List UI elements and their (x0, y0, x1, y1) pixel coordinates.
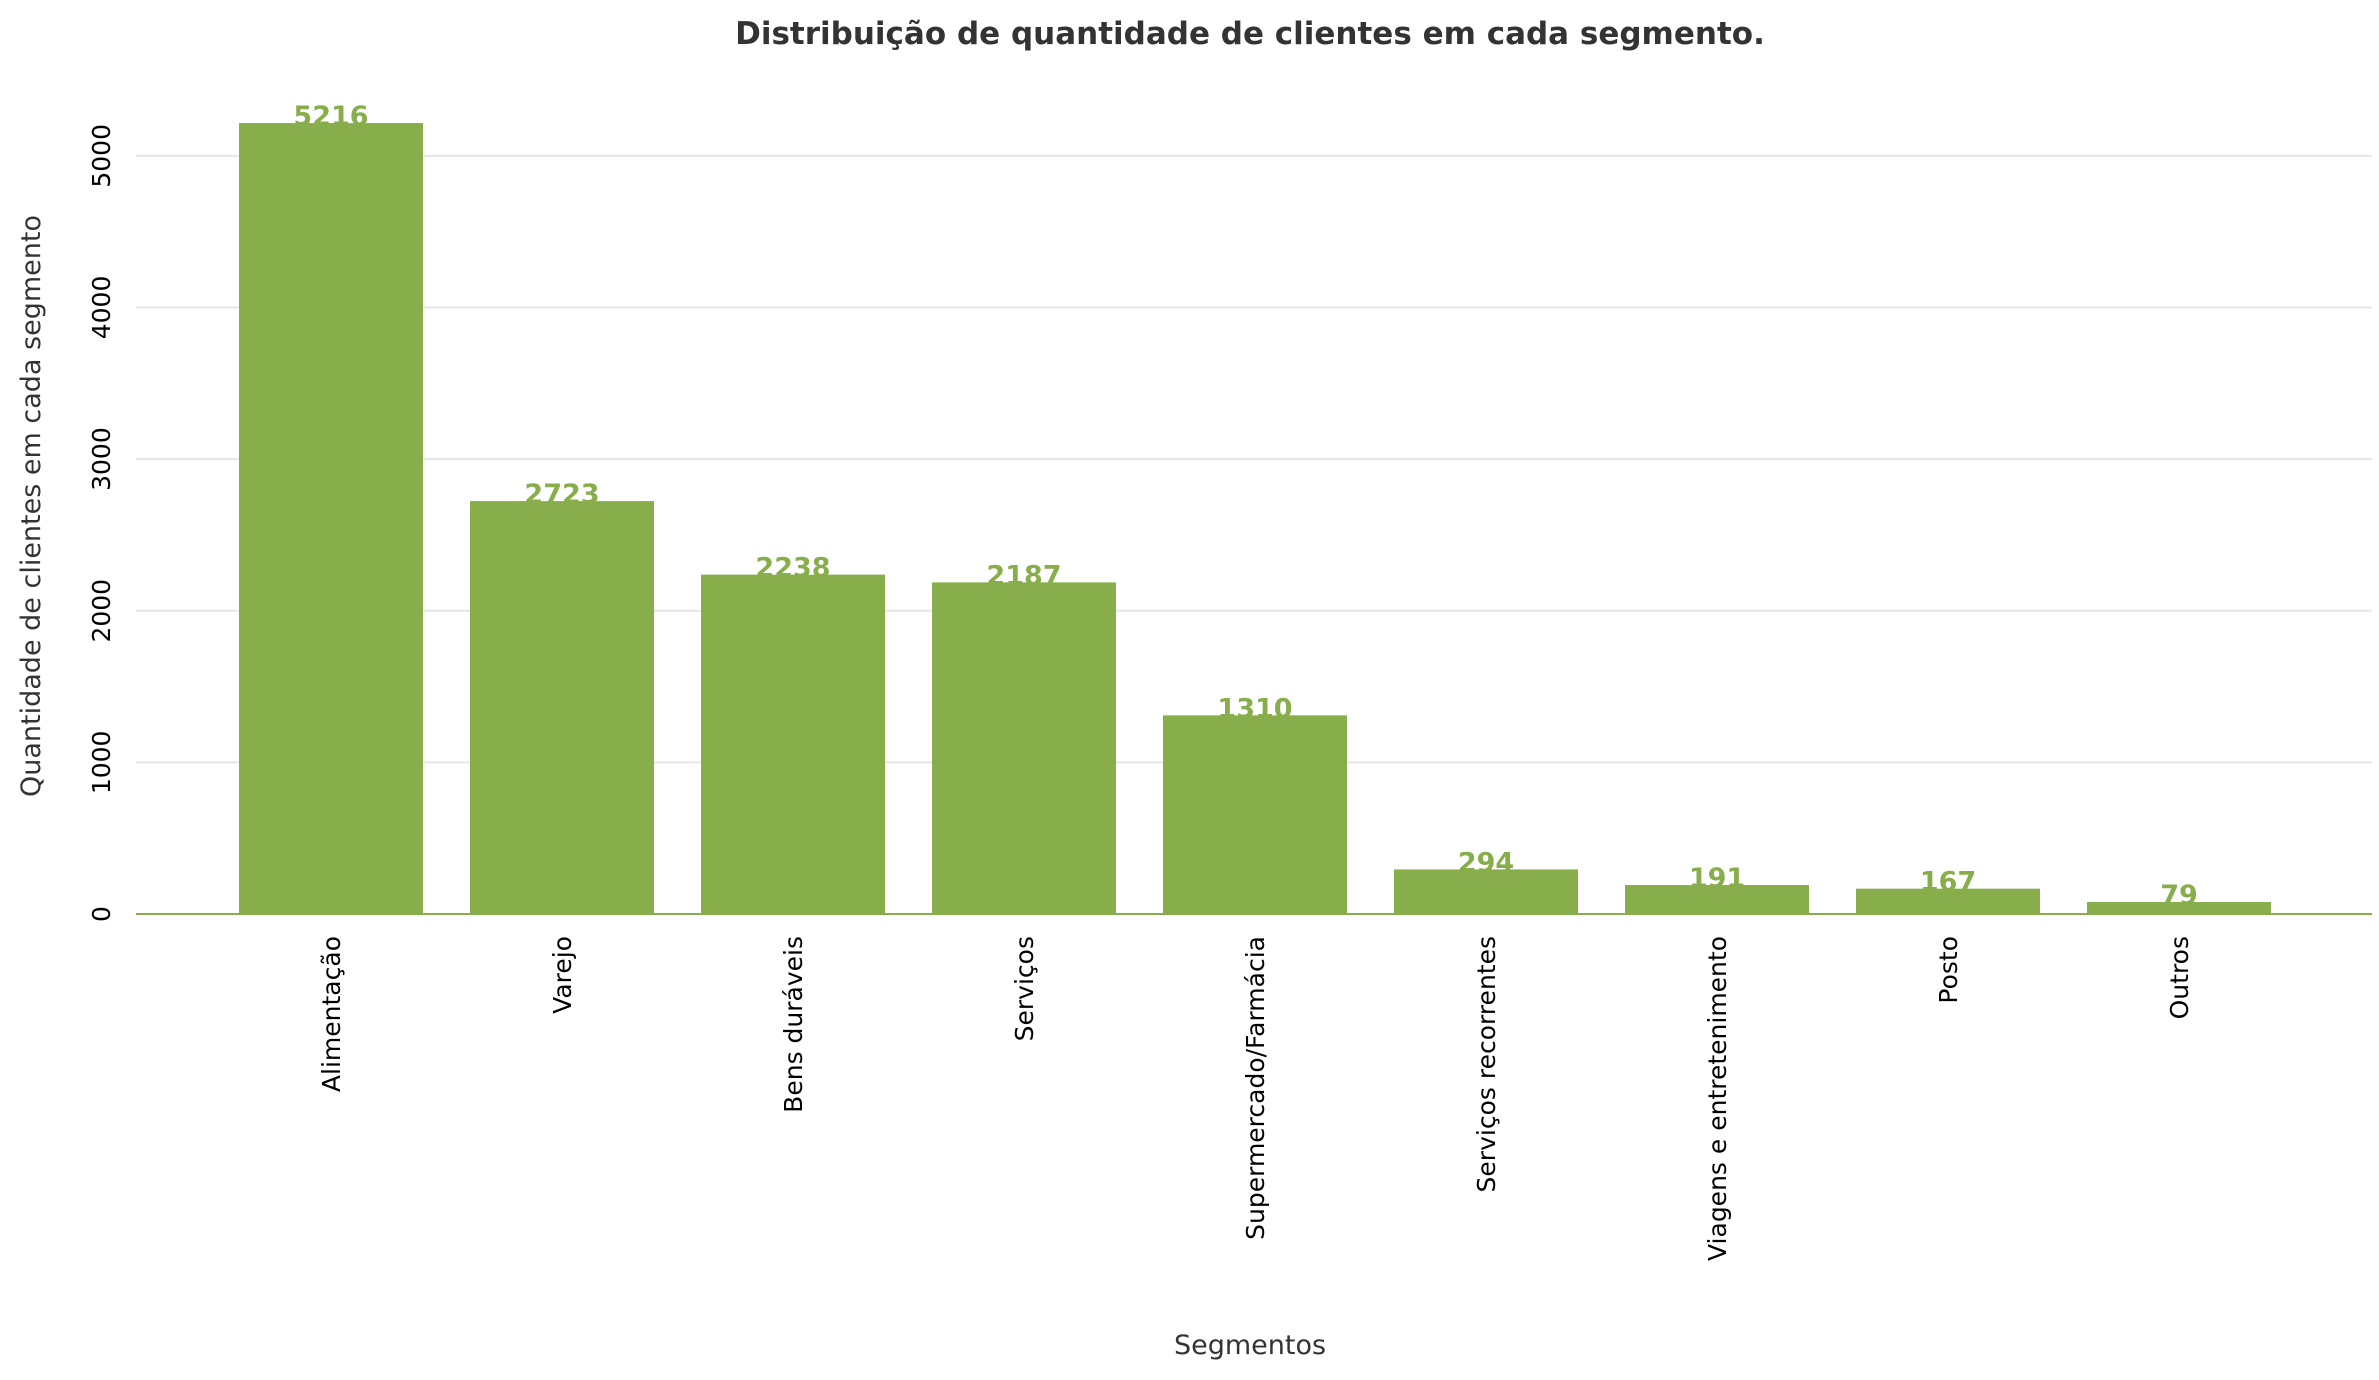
bars (239, 123, 2271, 915)
bar (1856, 888, 2040, 914)
y-tick-label: 1000 (87, 731, 116, 795)
data-label: 2238 (755, 553, 830, 584)
data-label: 167 (1920, 867, 1976, 898)
y-axis-label: Quantidade de clientes em cada segmento (16, 215, 47, 797)
y-tick-label: 0 (87, 906, 116, 922)
bar (1163, 715, 1347, 914)
x-tick-label: Alimentação (317, 936, 346, 1092)
x-tick-label: Serviços recorrentes (1472, 936, 1501, 1192)
bar (1625, 885, 1809, 914)
x-tick-labels: Alimentação Varejo Bens duráveis Serviços Su… (317, 936, 2194, 1261)
y-tick-label: 3000 (87, 427, 116, 491)
data-labels: 5216 2723 2238 2187 1310 294 191 167 79 (293, 101, 2197, 911)
x-tick-label: Outros (2165, 936, 2194, 1019)
y-tick-label: 5000 (87, 124, 116, 188)
bar (2087, 902, 2271, 914)
x-tick-label: Viagens e entretenimento (1703, 936, 1732, 1261)
chart-title: Distribuição de quantidade de clientes e… (735, 16, 1765, 52)
data-label: 191 (1689, 863, 1745, 894)
x-tick-label: Supermercado/Farmácia (1241, 936, 1270, 1240)
data-label: 1310 (1217, 693, 1292, 724)
y-tick-label: 4000 (87, 276, 116, 340)
x-tick-label: Posto (1934, 936, 1963, 1004)
bar (932, 582, 1116, 914)
bar (470, 501, 654, 914)
data-label: 5216 (293, 101, 368, 132)
x-tick-label: Serviços (1010, 936, 1039, 1041)
data-label: 294 (1458, 847, 1514, 878)
data-label: 2723 (524, 479, 599, 510)
data-label: 2187 (986, 560, 1061, 591)
bar (1394, 869, 1578, 914)
y-tick-labels: 0 1000 2000 3000 4000 5000 (87, 124, 116, 922)
x-tick-label: Bens duráveis (779, 936, 808, 1113)
x-tick-label: Varejo (548, 936, 577, 1014)
bar (701, 574, 885, 914)
y-tick-label: 2000 (87, 579, 116, 643)
bar (239, 123, 423, 915)
x-axis-label: Segmentos (1174, 1330, 1326, 1361)
data-label: 79 (2160, 880, 2198, 911)
